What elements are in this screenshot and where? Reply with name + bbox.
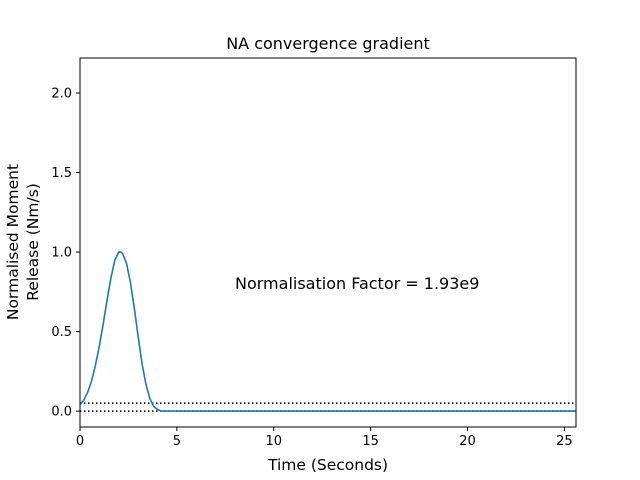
y-tick-label-0: 0.0 <box>51 405 72 420</box>
x-tick-label-5: 25 <box>556 434 573 449</box>
chart-title: NA convergence gradient <box>226 34 430 53</box>
y-axis-label-line-2: Release (Nm/s) <box>24 183 42 301</box>
y-tick-label-2: 1.0 <box>51 246 72 261</box>
series-line-0 <box>80 251 576 412</box>
y-axis-label-line-1: Normalised Moment <box>4 164 22 320</box>
x-tick-label-4: 20 <box>459 434 476 449</box>
x-axis-label: Time (Seconds) <box>267 456 388 474</box>
y-tick-label-1: 0.5 <box>51 325 72 340</box>
plot-area <box>80 251 576 412</box>
normalisation-factor-annotation: Normalisation Factor = 1.93e9 <box>235 274 479 293</box>
y-tick-label-3: 1.5 <box>51 166 72 181</box>
x-tick-label-1: 5 <box>173 434 181 449</box>
axes-frame <box>79 57 577 428</box>
y-tick-label-4: 2.0 <box>51 86 72 101</box>
x-tick-label-2: 10 <box>265 434 282 449</box>
x-tick-label-3: 15 <box>362 434 379 449</box>
x-axis: 0 5 10 15 20 25 <box>76 427 573 449</box>
x-tick-label-0: 0 <box>76 434 84 449</box>
y-axis: 0.0 0.5 1.0 1.5 2.0 <box>51 86 80 420</box>
